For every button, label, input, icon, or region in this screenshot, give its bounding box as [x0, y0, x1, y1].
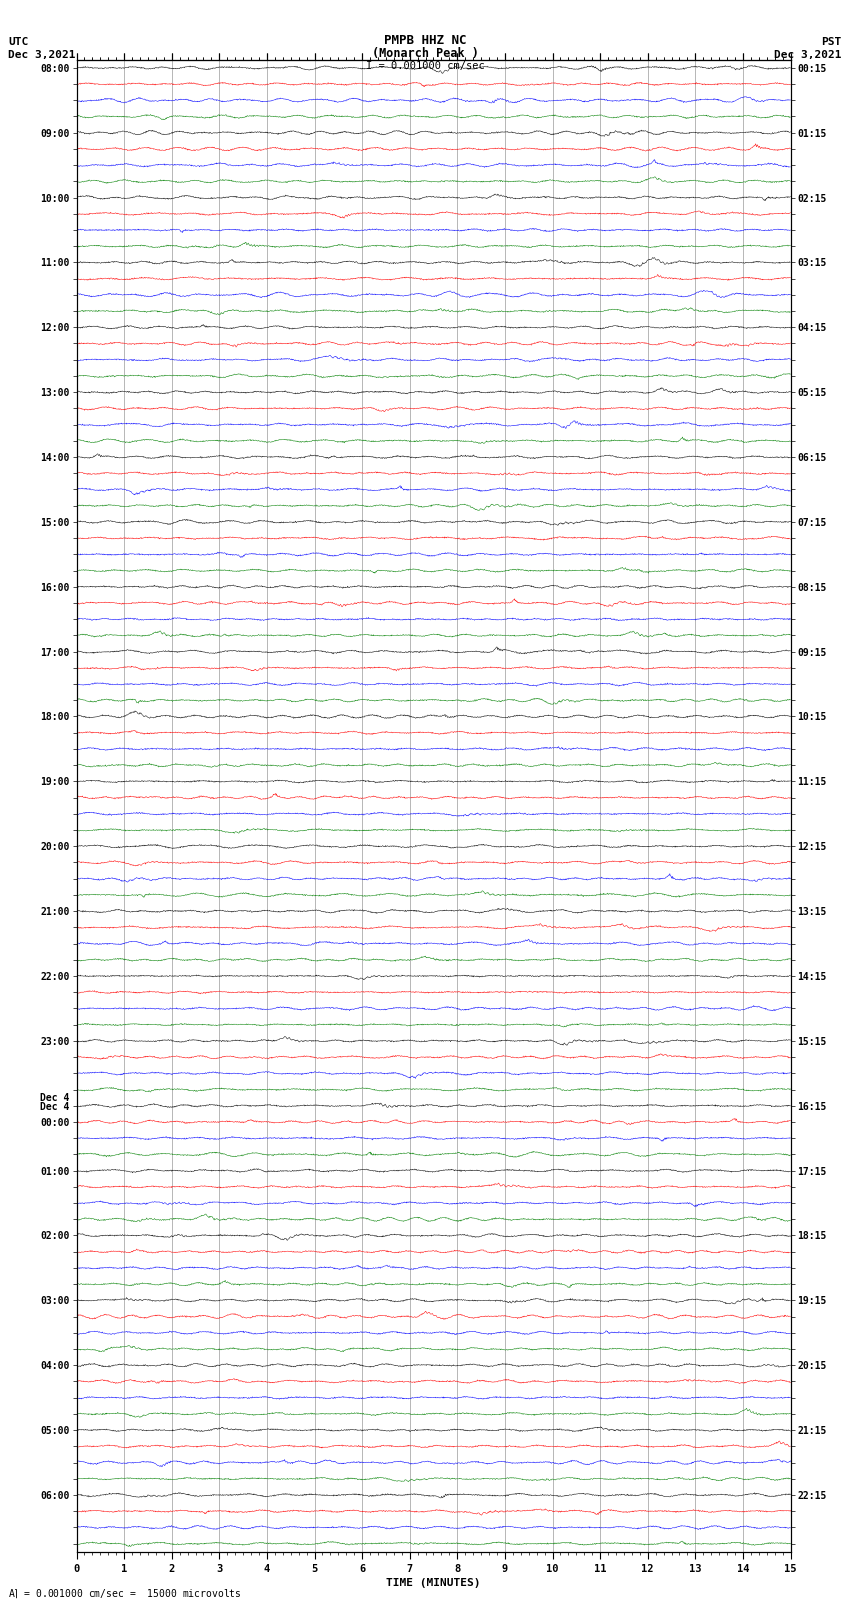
Text: Dec 4: Dec 4 — [40, 1092, 70, 1103]
Text: UTC: UTC — [8, 37, 29, 47]
Text: Dec 3,2021: Dec 3,2021 — [774, 50, 842, 60]
Text: Dec 3,2021: Dec 3,2021 — [8, 50, 76, 60]
Text: I = 0.001000 cm/sec: I = 0.001000 cm/sec — [366, 61, 484, 71]
Text: (Monarch Peak ): (Monarch Peak ) — [371, 47, 479, 60]
Text: PST: PST — [821, 37, 842, 47]
Text: PMPB HHZ NC: PMPB HHZ NC — [383, 34, 467, 47]
Text: $\mathtt{A}$$\rceil$ = 0.001000 cm/sec =  15000 microvolts: $\mathtt{A}$$\rceil$ = 0.001000 cm/sec =… — [8, 1587, 242, 1600]
X-axis label: TIME (MINUTES): TIME (MINUTES) — [386, 1578, 481, 1587]
